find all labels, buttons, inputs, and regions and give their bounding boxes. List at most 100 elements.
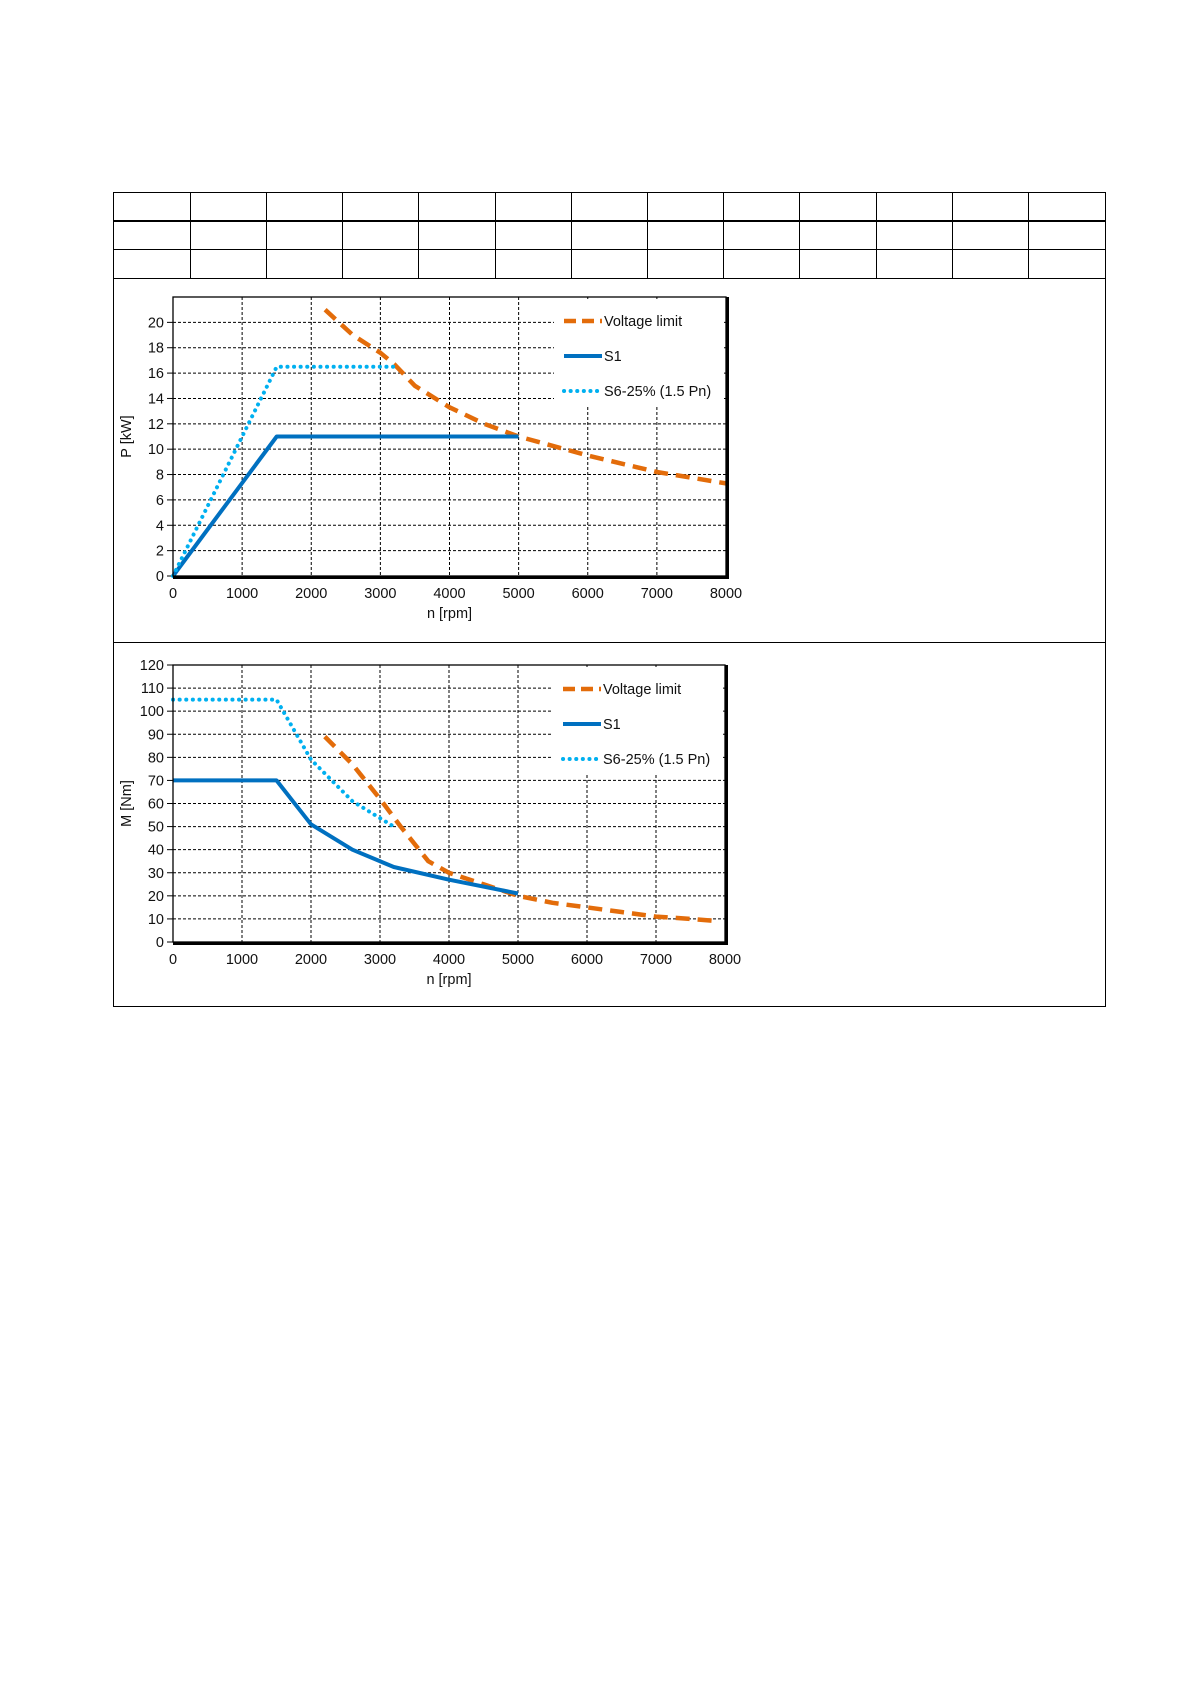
y-tick-label: 110 — [141, 681, 164, 697]
x-tick-label: 5000 — [502, 586, 534, 602]
y-tick-label: 50 — [148, 820, 164, 836]
x-tick-label: 6000 — [572, 586, 604, 602]
x-tick-label: 4000 — [433, 586, 465, 602]
x-tick-label: 2000 — [295, 952, 327, 968]
y-tick-label: 40 — [148, 843, 164, 859]
y-tick-label: 90 — [148, 727, 164, 743]
x-tick-label: 0 — [169, 586, 177, 602]
x-tick-label: 8000 — [710, 586, 742, 602]
x-tick-label: 2000 — [295, 586, 327, 602]
y-tick-label: 12 — [148, 417, 164, 433]
torque-chart: Voltage limit S1 S6-25% (1.5 Pn) 0 10 20 30 40 5… — [119, 658, 741, 988]
y-tick-label: 120 — [140, 658, 164, 674]
table-cell — [952, 249, 1030, 279]
table-cell — [799, 221, 877, 250]
table-cell — [571, 221, 649, 250]
table-row — [114, 249, 1105, 279]
torque-chart-panel: Voltage limit S1 S6-25% (1.5 Pn) 0 10 20 30 40 5… — [114, 643, 1105, 1007]
power-chart-panel: Voltage limit S1 S6-25% (1.5 Pn) 0 2 4 6 8 10 12 1… — [114, 281, 1105, 643]
table-cell — [495, 193, 572, 222]
table-cell — [266, 249, 344, 279]
y-tick-label: 80 — [148, 750, 164, 766]
series-line-s6-25-1-5-pn — [171, 697, 396, 829]
table-cell — [876, 249, 953, 279]
table-cell — [952, 193, 1030, 222]
table-cell — [799, 249, 877, 279]
table-cell — [266, 221, 344, 250]
table-cell — [190, 221, 267, 250]
table-cell — [495, 249, 572, 279]
table-cell — [876, 221, 953, 250]
x-tick-label: 4000 — [433, 952, 465, 968]
y-tick-label: 10 — [148, 442, 164, 458]
table-cell — [647, 193, 725, 222]
table-cell — [1028, 193, 1105, 222]
x-tick-label: 3000 — [364, 952, 396, 968]
y-tick-label: 0 — [156, 569, 164, 585]
legend-background — [553, 667, 723, 773]
x-tick-label: 0 — [169, 952, 177, 968]
table-cell — [342, 221, 420, 250]
x-tick-label: 5000 — [502, 952, 534, 968]
table-cell — [495, 221, 572, 250]
y-tick-label: 6 — [156, 493, 164, 509]
y-tick-label: 4 — [156, 518, 164, 534]
legend-label: S6-25% (1.5 Pn) — [603, 752, 710, 768]
y-tick-label: 14 — [148, 391, 164, 407]
spec-table — [114, 193, 1105, 279]
legend-label: S1 — [603, 717, 621, 733]
y-tick-label: 16 — [148, 366, 164, 382]
table-cell — [266, 193, 344, 222]
y-tick-label: 20 — [148, 889, 164, 905]
series-line-s1 — [171, 434, 519, 578]
y-tick-label: 2 — [156, 544, 164, 560]
series-line-voltage-limit — [323, 735, 719, 924]
x-tick-label: 1000 — [226, 952, 258, 968]
legend-background — [554, 299, 724, 405]
table-cell — [1028, 221, 1105, 250]
table-cell — [418, 249, 496, 279]
legend-label: S6-25% (1.5 Pn) — [604, 384, 711, 400]
power-chart: Voltage limit S1 S6-25% (1.5 Pn) 0 2 4 6 8 10 12 1… — [119, 296, 742, 622]
table-cell — [799, 193, 877, 222]
table-cell — [190, 249, 267, 279]
legend-label: Voltage limit — [603, 682, 681, 698]
series-line-voltage-limit — [323, 308, 727, 486]
legend-label: Voltage limit — [604, 314, 682, 330]
x-axis-label: n [rpm] — [427, 606, 472, 622]
legend-label: S1 — [604, 349, 622, 365]
table-cell — [418, 221, 496, 250]
table-cell — [723, 221, 801, 250]
table-cell — [342, 193, 420, 222]
table-cell — [876, 193, 953, 222]
x-tick-label: 7000 — [640, 952, 672, 968]
y-tick-label: 20 — [148, 315, 164, 331]
table-cell — [342, 249, 420, 279]
x-tick-label: 8000 — [709, 952, 741, 968]
y-tick-label: 100 — [140, 704, 164, 720]
y-tick-label: 0 — [156, 935, 164, 951]
table-cell — [571, 249, 649, 279]
series-line-s6-25-1-5-pn — [171, 364, 397, 578]
table-cell — [952, 221, 1030, 250]
table-cell — [571, 193, 649, 222]
x-tick-label: 3000 — [364, 586, 396, 602]
y-tick-label: 10 — [148, 912, 164, 928]
x-axis-label: n [rpm] — [426, 972, 471, 988]
y-tick-label: 70 — [148, 773, 164, 789]
table-cell — [647, 249, 725, 279]
y-tick-label: 8 — [156, 468, 164, 484]
table-cell — [114, 193, 191, 222]
y-tick-label: 18 — [148, 341, 164, 357]
table-cell — [114, 249, 191, 279]
table-cell — [1028, 249, 1105, 279]
x-tick-label: 6000 — [571, 952, 603, 968]
x-tick-label: 1000 — [226, 586, 258, 602]
datasheet-frame: Voltage limit S1 S6-25% (1.5 Pn) 0 2 4 6 8 10 12 1… — [113, 192, 1106, 1007]
table-cell — [647, 221, 725, 250]
table-row — [114, 221, 1105, 250]
y-tick-label: 60 — [148, 797, 164, 813]
series-line-s1 — [173, 778, 519, 896]
y-tick-label: 30 — [148, 866, 164, 882]
x-tick-label: 7000 — [641, 586, 673, 602]
